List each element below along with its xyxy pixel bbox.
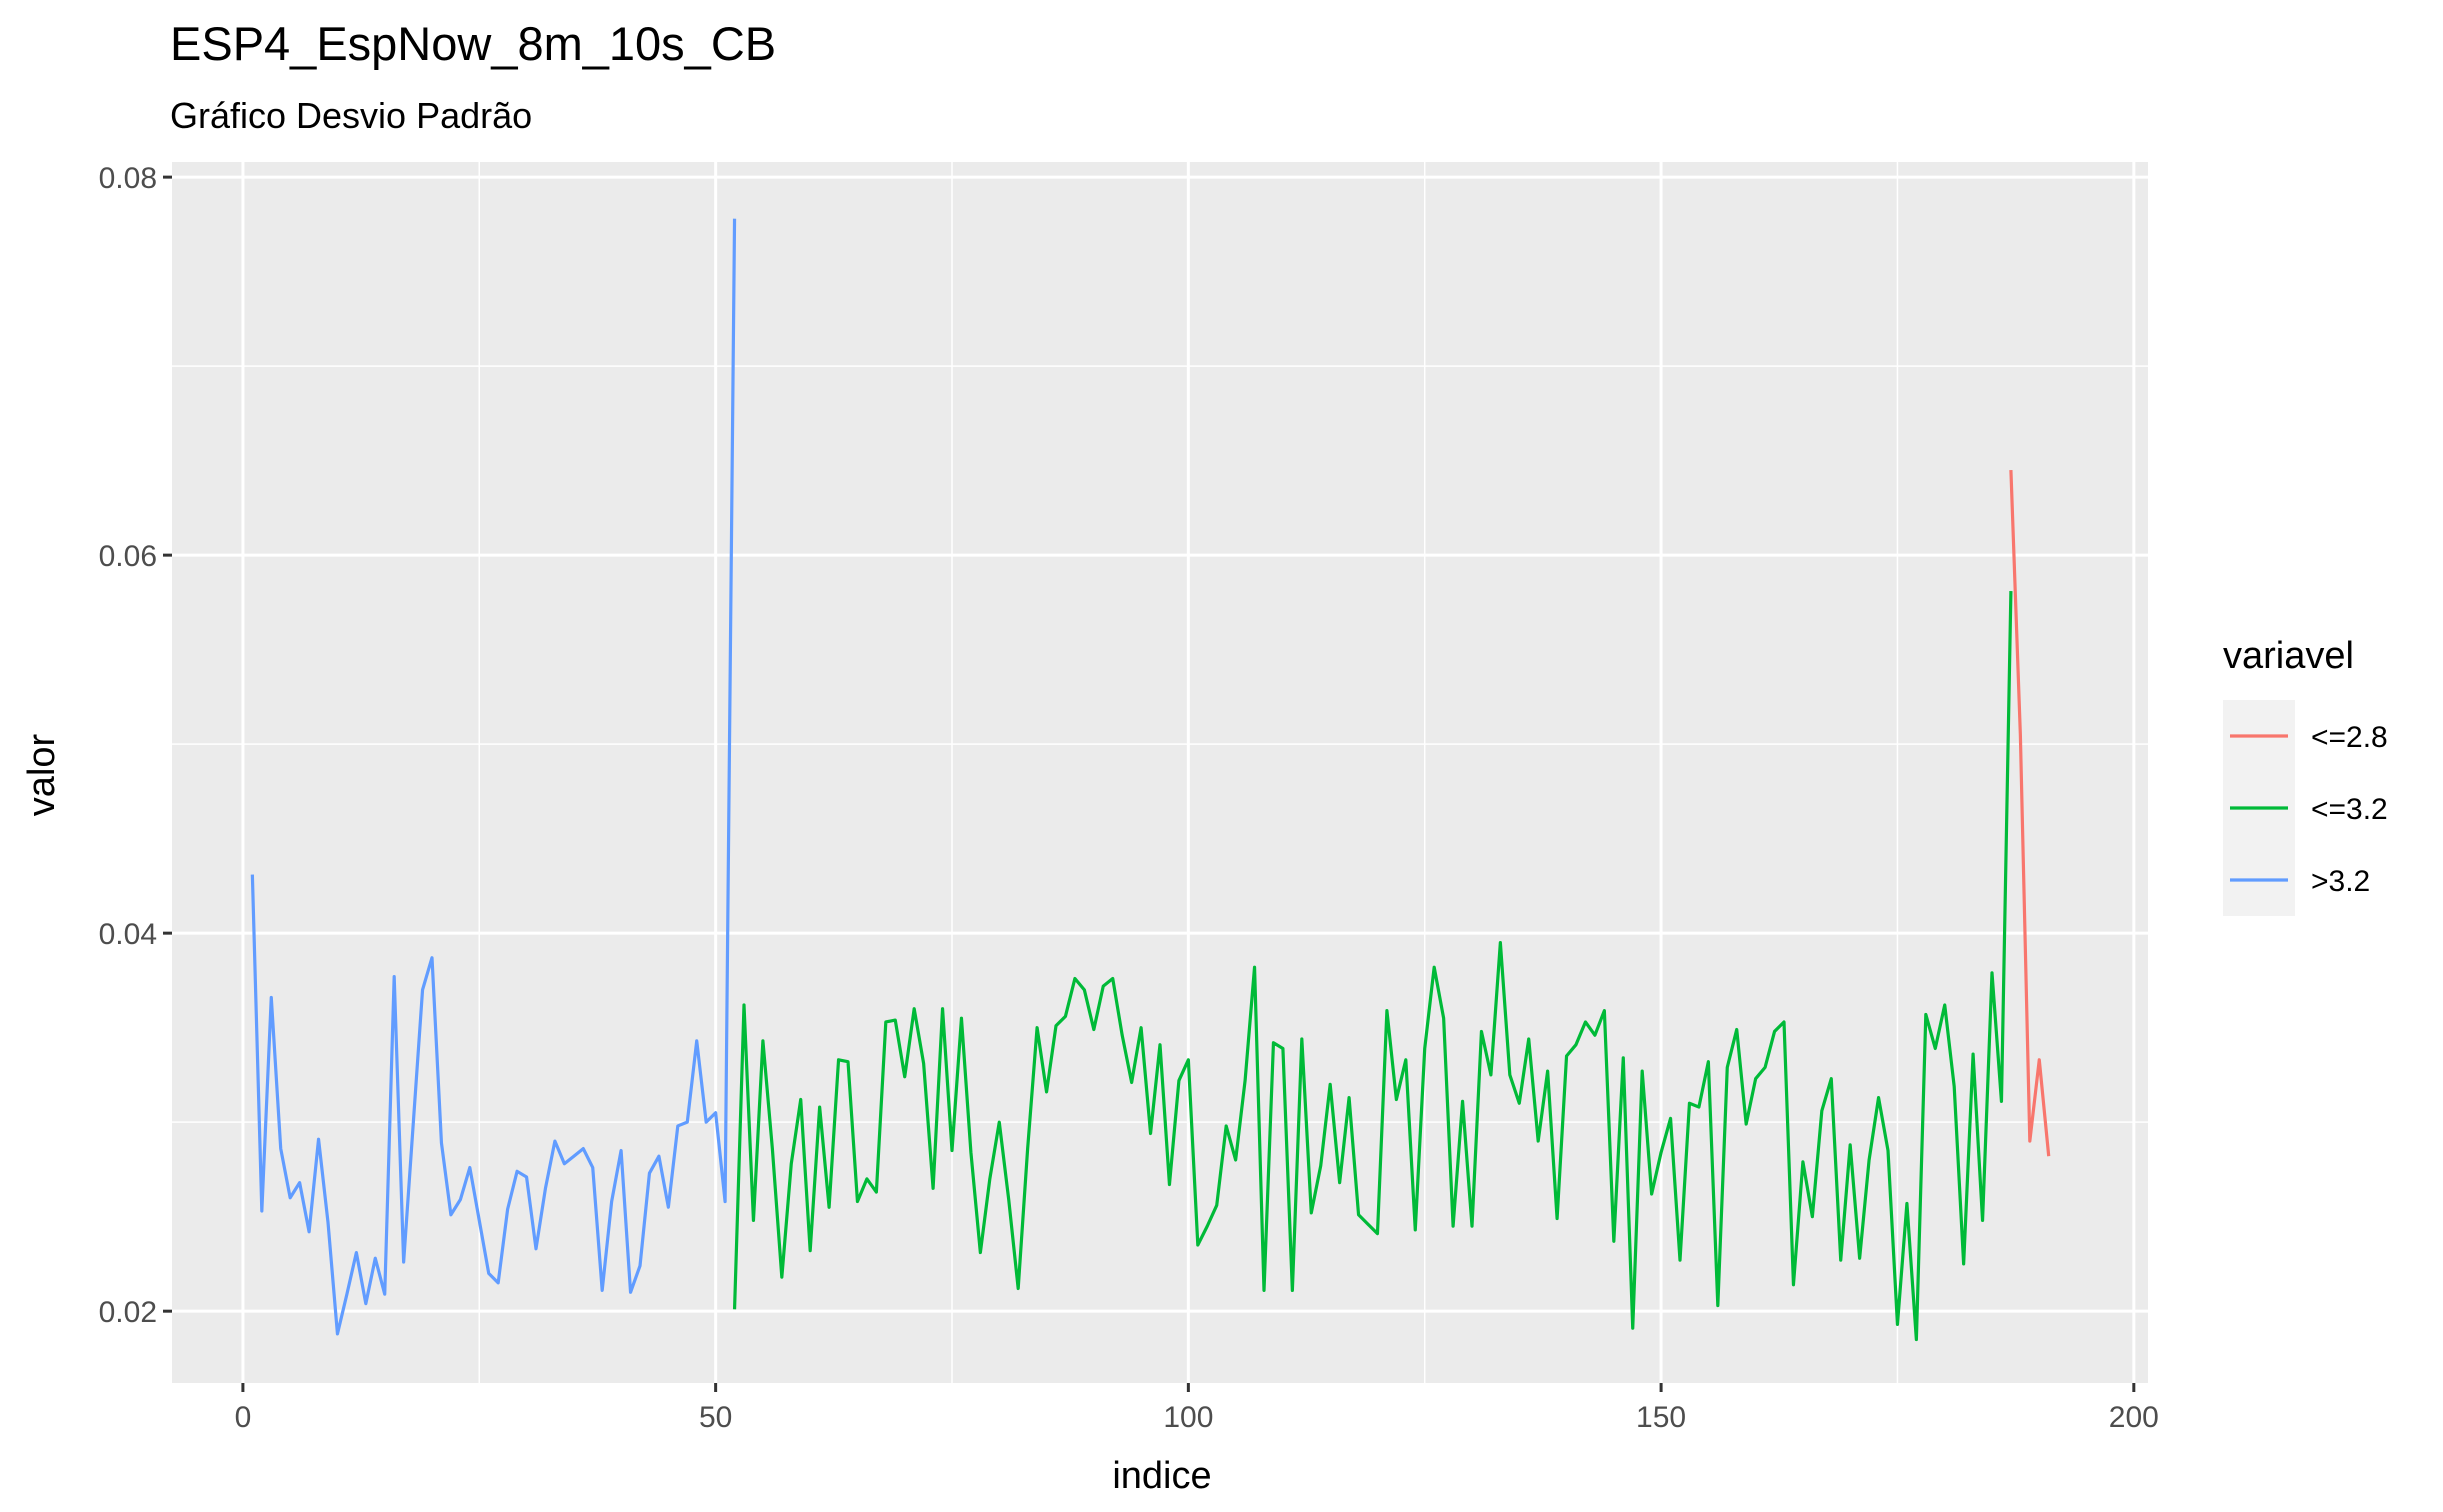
series-line (732, 591, 2013, 1342)
x-tick-label: 100 (1163, 1401, 1213, 1434)
y-tick-label: 0.06 (99, 540, 157, 573)
x-tick-label: 150 (1636, 1401, 1686, 1434)
legend-title: variavel (2223, 635, 2354, 677)
legend-label: >3.2 (2311, 865, 2370, 898)
legend-items: <=2.8 <=3.2 >3.2 (2230, 721, 2388, 898)
chart-title: ESP4_EspNow_8m_10s_CB (170, 17, 776, 70)
plot-panel (172, 162, 2148, 1383)
y-tick-label: 0.04 (99, 918, 157, 951)
y-axis-label: valor (21, 733, 63, 816)
x-tick-label: 50 (699, 1401, 732, 1434)
minor-gridlines (172, 162, 2148, 1383)
y-tick-label: 0.08 (99, 162, 157, 195)
legend: variavel <=2.8 <=3.2 >3.2 (2223, 635, 2388, 916)
major-gridlines (172, 162, 2148, 1383)
chart-subtitle: Gráfico Desvio Padrão (170, 95, 532, 136)
series-line (250, 218, 737, 1336)
legend-label: <=2.8 (2311, 721, 2388, 754)
series-line (2009, 470, 2051, 1157)
y-tick-label: 0.02 (99, 1296, 157, 1329)
axes: 0 50 100 150 200 0.02 0.04 0.06 0.08 (99, 162, 2159, 1434)
x-axis-label: indice (1112, 1455, 1211, 1497)
x-tick-label: 0 (235, 1401, 252, 1434)
legend-label: <=3.2 (2311, 793, 2388, 826)
x-tick-label: 200 (2109, 1401, 2159, 1434)
series-lines (250, 218, 2051, 1342)
